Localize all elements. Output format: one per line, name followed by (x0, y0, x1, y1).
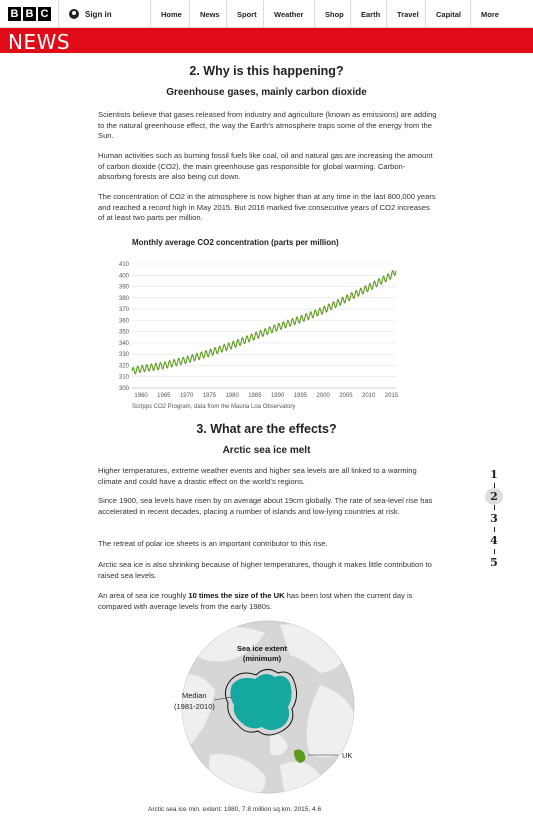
section-title: 3. What are the effects? (196, 422, 337, 436)
pager-divider (494, 505, 495, 510)
median-extent-outline (224, 669, 298, 736)
top-navigation: B B C Sign in Home News Sport Weather Sh… (0, 0, 533, 28)
nav-menu: Home News Sport Weather Shop Earth Trave… (150, 0, 516, 28)
land-shape (182, 674, 215, 745)
logo-letter: B (8, 7, 21, 21)
y-tick-label: 350 (119, 330, 130, 336)
paragraph: An area of sea ice roughly 10 times the … (98, 591, 438, 612)
paragraph: The concentration of CO2 in the atmosphe… (98, 192, 436, 222)
y-tick-label: 410 (119, 262, 130, 268)
arctic-sea-ice-map: Sea ice extent (minimum) Median (1981-20… (174, 620, 355, 794)
paragraph: The retreat of polar ice sheets is an im… (98, 539, 328, 548)
median-years-label: (1981-2010) (174, 702, 215, 711)
nav-item-capital[interactable]: Capital (425, 0, 470, 28)
section-subtitle: Greenhouse gases, mainly carbon dioxide (166, 87, 367, 98)
pager-divider (494, 527, 495, 532)
paragraph-text: has been lost when the current day is co… (98, 591, 413, 611)
co2-series-line (131, 270, 397, 375)
y-tick-label: 360 (119, 318, 130, 324)
chart-title: Monthly average CO2 concentration (parts… (132, 238, 339, 247)
paragraph: Human activities such as burning fossil … (98, 151, 433, 181)
x-tick-label: 1970 (180, 393, 194, 399)
x-tick-label: 1985 (248, 393, 262, 399)
pager-item-4[interactable]: 4 (490, 534, 498, 547)
section-pager: 1 2 3 4 5 (485, 466, 503, 571)
nav-item-more[interactable]: More (470, 0, 516, 28)
sign-in-label: Sign in (85, 9, 112, 19)
x-tick-label: 1975 (203, 393, 217, 399)
y-tick-label: 300 (119, 386, 130, 392)
nav-item-shop[interactable]: Shop (314, 0, 350, 28)
pager-item-2[interactable]: 2 (485, 488, 503, 505)
logo-letter: C (38, 7, 51, 21)
x-tick-label: 2000 (316, 393, 330, 399)
sign-in-button[interactable]: Sign in (58, 0, 112, 28)
co2-line-chart: 300 310 320 330 340 350 360 370 380 390 400 410 1960… (119, 262, 399, 399)
x-tick-label: 2015 (385, 393, 399, 399)
pager-divider (494, 549, 495, 554)
paragraph: Scientists believe that gases released f… (98, 110, 437, 140)
median-label: Median (182, 691, 207, 700)
paragraph-text: An area of sea ice roughly (98, 591, 189, 600)
uk-label: UK (342, 751, 352, 760)
y-tick-label: 380 (119, 296, 130, 302)
x-tick-label: 2010 (362, 393, 376, 399)
land-shape (306, 685, 354, 758)
nav-item-travel[interactable]: Travel (386, 0, 425, 28)
nav-item-sport[interactable]: Sport (226, 0, 263, 28)
x-tick-label: 1960 (134, 393, 148, 399)
paragraph: Arctic sea ice is also shrinking because… (98, 560, 432, 580)
paragraph: Higher temperatures, extreme weather eve… (98, 466, 417, 486)
logo-letter: B (23, 7, 36, 21)
pager-item-3[interactable]: 3 (490, 512, 498, 525)
map-caption: Arctic sea ice min. extent: 1980, 7.8 mi… (148, 806, 322, 813)
chart-source: Scripps CO2 Program, data from the Mauna… (132, 404, 296, 410)
y-tick-label: 370 (119, 307, 130, 313)
x-tick-label: 1995 (294, 393, 308, 399)
uk-shape (294, 749, 306, 763)
y-tick-label: 340 (119, 341, 130, 347)
median-leader-line (213, 696, 233, 701)
land-shape (270, 733, 288, 756)
sea-ice-extent-area (230, 673, 292, 730)
nav-item-weather[interactable]: Weather (263, 0, 314, 28)
y-tick-label: 320 (119, 363, 130, 369)
y-tick-label: 330 (119, 352, 130, 358)
y-tick-label: 310 (119, 375, 130, 381)
section-title: 2. Why is this happening? (189, 64, 344, 78)
bbc-logo[interactable]: B B C (8, 7, 51, 21)
x-tick-label: 2005 (339, 393, 353, 399)
nav-item-news[interactable]: News (189, 0, 226, 28)
bold-text: 10 times the size of the UK (188, 591, 285, 600)
user-icon (69, 9, 79, 19)
section-subtitle: Arctic sea ice melt (222, 445, 311, 456)
nav-item-earth[interactable]: Earth (350, 0, 386, 28)
x-tick-label: 1980 (225, 393, 239, 399)
x-tick-label: 1965 (157, 393, 171, 399)
news-banner[interactable]: NEWS (0, 28, 533, 54)
x-tick-label: 1990 (271, 393, 285, 399)
pager-item-5[interactable]: 5 (490, 556, 498, 569)
news-label: NEWS (8, 30, 71, 54)
sea-ice-extent-label: Sea ice extent (237, 644, 288, 653)
pager-item-1[interactable]: 1 (490, 468, 498, 481)
nav-item-home[interactable]: Home (150, 0, 189, 28)
y-tick-label: 400 (119, 273, 130, 279)
paragraph: Since 1900, sea levels have risen by on … (98, 496, 433, 516)
sea-ice-minimum-label: (minimum) (243, 654, 282, 663)
pager-divider (494, 483, 495, 488)
y-tick-label: 390 (119, 285, 130, 291)
